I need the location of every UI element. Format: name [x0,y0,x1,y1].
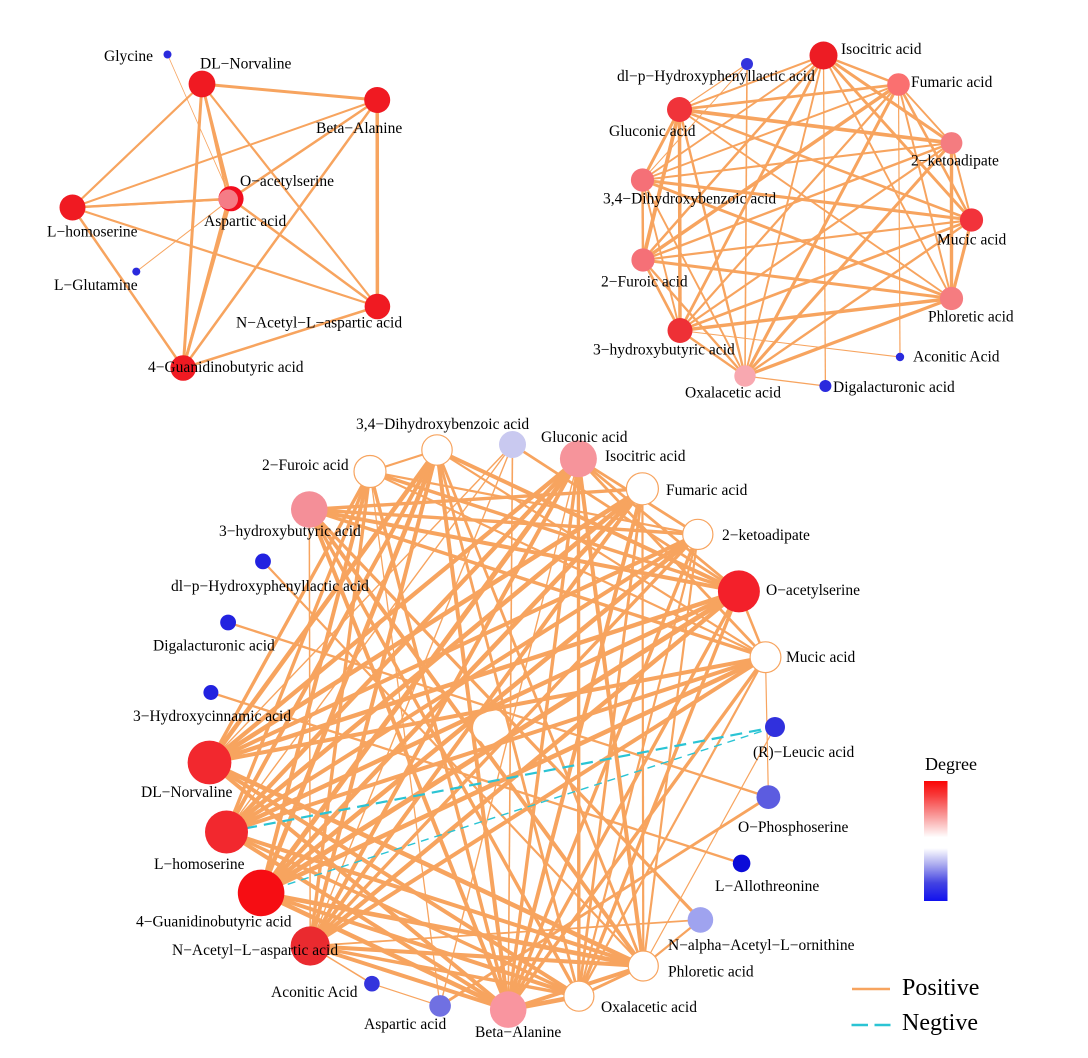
svg-text:Beta−Alanine: Beta−Alanine [316,120,402,137]
svg-text:L−homoserine: L−homoserine [154,856,245,873]
svg-text:Positive: Positive [902,975,979,1001]
svg-text:Mucic acid: Mucic acid [786,649,856,666]
svg-text:3,4−Dihydroxybenzoic acid: 3,4−Dihydroxybenzoic acid [603,191,776,208]
svg-text:dl−p−Hydroxyphenyllactic acid: dl−p−Hydroxyphenyllactic acid [171,578,369,595]
svg-text:DL−Norvaline: DL−Norvaline [200,56,292,73]
svg-text:Aspartic acid: Aspartic acid [364,1016,446,1033]
svg-text:2−Furoic acid: 2−Furoic acid [262,457,349,474]
svg-text:Phloretic acid: Phloretic acid [668,964,754,981]
svg-text:L−homoserine: L−homoserine [47,224,138,241]
svg-text:N−Acetyl−L−aspartic acid: N−Acetyl−L−aspartic acid [172,942,338,959]
svg-text:2−ketoadipate: 2−ketoadipate [911,153,999,170]
svg-text:N−alpha−Acetyl−L−ornithine: N−alpha−Acetyl−L−ornithine [668,937,855,954]
svg-text:Digalacturonic acid: Digalacturonic acid [153,638,275,655]
svg-text:O−Phosphoserine: O−Phosphoserine [738,819,848,836]
svg-text:DL−Norvaline: DL−Norvaline [141,784,233,801]
svg-text:Oxalacetic acid: Oxalacetic acid [685,385,781,402]
svg-text:Degree: Degree [925,754,977,774]
svg-text:Phloretic acid: Phloretic acid [928,309,1014,326]
svg-text:Gluconic acid: Gluconic acid [609,123,696,140]
svg-text:3−hydroxybutyric acid: 3−hydroxybutyric acid [219,523,361,540]
svg-text:3−hydroxybutyric acid: 3−hydroxybutyric acid [593,342,735,359]
svg-text:Oxalacetic acid: Oxalacetic acid [601,999,697,1016]
svg-text:Beta−Alanine: Beta−Alanine [475,1024,561,1041]
svg-text:3−Hydroxycinnamic acid: 3−Hydroxycinnamic acid [133,708,291,725]
svg-text:Gluconic acid: Gluconic acid [541,429,628,446]
svg-text:(R)−Leucic acid: (R)−Leucic acid [753,744,855,761]
svg-text:Isocitric acid: Isocitric acid [605,448,686,465]
svg-text:Aconitic Acid: Aconitic Acid [913,349,1000,366]
svg-text:4−Guanidinobutyric acid: 4−Guanidinobutyric acid [136,914,292,931]
svg-text:2−ketoadipate: 2−ketoadipate [722,527,810,544]
svg-text:2−Furoic acid: 2−Furoic acid [601,274,688,291]
svg-text:Isocitric acid: Isocitric acid [841,41,922,58]
svg-text:L−Allothreonine: L−Allothreonine [715,878,819,895]
svg-text:Aspartic acid: Aspartic acid [204,213,286,230]
svg-text:Fumaric acid: Fumaric acid [666,482,748,499]
svg-text:3,4−Dihydroxybenzoic acid: 3,4−Dihydroxybenzoic acid [356,416,529,433]
svg-text:O−acetylserine: O−acetylserine [240,173,334,190]
svg-text:Glycine: Glycine [104,48,153,65]
svg-text:O−acetylserine: O−acetylserine [766,582,860,599]
svg-text:Digalacturonic acid: Digalacturonic acid [833,379,955,396]
svg-text:L−Glutamine: L−Glutamine [54,277,138,294]
svg-text:Mucic acid: Mucic acid [937,232,1007,249]
svg-text:4−Guanidinobutyric acid: 4−Guanidinobutyric acid [148,359,304,376]
svg-text:N−Acetyl−L−aspartic acid: N−Acetyl−L−aspartic acid [236,315,402,332]
svg-text:Negtive: Negtive [902,1010,978,1036]
svg-text:Aconitic Acid: Aconitic Acid [271,984,358,1001]
svg-text:dl−p−Hydroxyphenyllactic acid: dl−p−Hydroxyphenyllactic acid [617,68,815,85]
svg-text:Fumaric acid: Fumaric acid [911,74,993,91]
